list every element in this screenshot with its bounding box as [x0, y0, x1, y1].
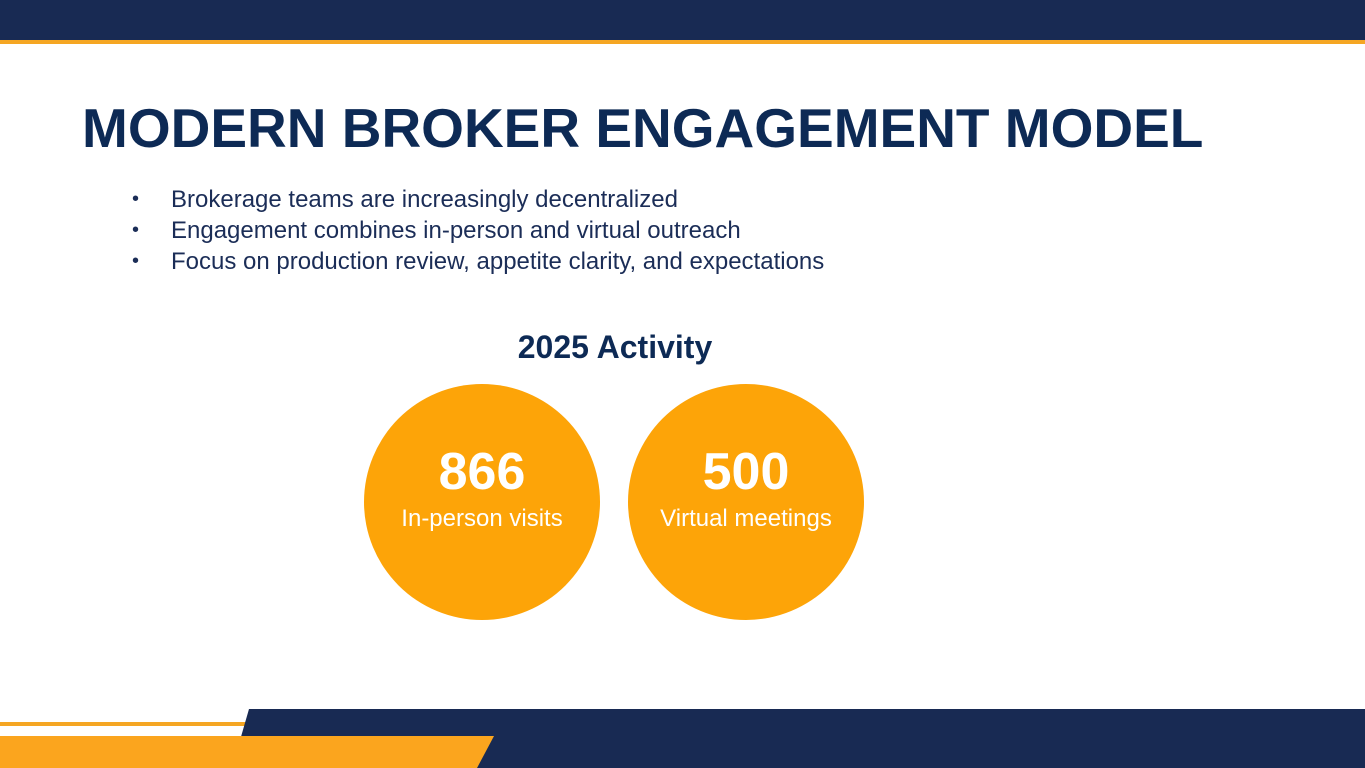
top-banner: [0, 0, 1365, 40]
footer-orange-band: [0, 736, 494, 768]
stat-label: In-person visits: [401, 505, 563, 532]
stat-circle-in-person: 866 In-person visits: [364, 384, 600, 620]
stat-value: 500: [702, 443, 790, 501]
stat-label: Virtual meetings: [660, 505, 832, 532]
bullet-list: Brokerage teams are increasingly decentr…: [132, 184, 824, 277]
stat-circle-virtual: 500 Virtual meetings: [628, 384, 864, 620]
slide-title: MODERN BROKER ENGAGEMENT MODEL: [82, 97, 1204, 159]
stat-value: 866: [438, 443, 526, 501]
bullet-item: Engagement combines in-person and virtua…: [132, 215, 824, 246]
footer-navy-band: [232, 709, 1365, 768]
activity-heading: 2025 Activity: [517, 329, 713, 365]
bullet-item: Focus on production review, appetite cla…: [132, 246, 824, 277]
bullet-item: Brokerage teams are increasingly decentr…: [132, 184, 824, 215]
bottom-accent-stripe: [0, 722, 260, 726]
top-accent-stripe: [0, 40, 1365, 44]
